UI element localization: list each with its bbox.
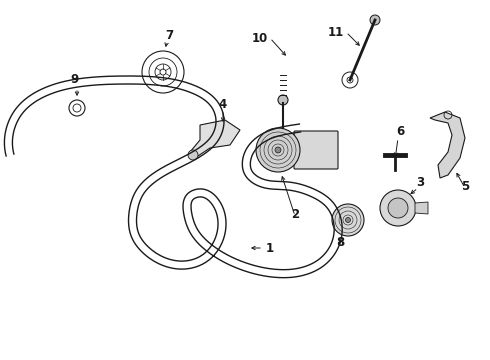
Circle shape bbox=[380, 190, 416, 226]
FancyBboxPatch shape bbox=[294, 131, 338, 169]
Text: 9: 9 bbox=[70, 73, 78, 86]
Circle shape bbox=[345, 217, 350, 222]
Circle shape bbox=[332, 204, 364, 236]
Text: 10: 10 bbox=[252, 32, 268, 45]
Text: 5: 5 bbox=[461, 180, 469, 193]
Text: 2: 2 bbox=[291, 208, 299, 221]
Text: 3: 3 bbox=[416, 176, 424, 189]
Circle shape bbox=[275, 147, 281, 153]
Circle shape bbox=[256, 128, 300, 172]
Text: 4: 4 bbox=[219, 98, 227, 111]
Text: 11: 11 bbox=[328, 26, 344, 39]
Text: 8: 8 bbox=[336, 236, 344, 249]
Polygon shape bbox=[415, 202, 428, 214]
Circle shape bbox=[278, 95, 288, 105]
Circle shape bbox=[188, 150, 198, 160]
Circle shape bbox=[370, 15, 380, 25]
Text: 7: 7 bbox=[165, 29, 173, 42]
Polygon shape bbox=[430, 112, 465, 178]
Circle shape bbox=[388, 198, 408, 218]
Text: 6: 6 bbox=[396, 125, 404, 138]
Text: 1: 1 bbox=[266, 242, 274, 255]
Polygon shape bbox=[190, 120, 240, 158]
